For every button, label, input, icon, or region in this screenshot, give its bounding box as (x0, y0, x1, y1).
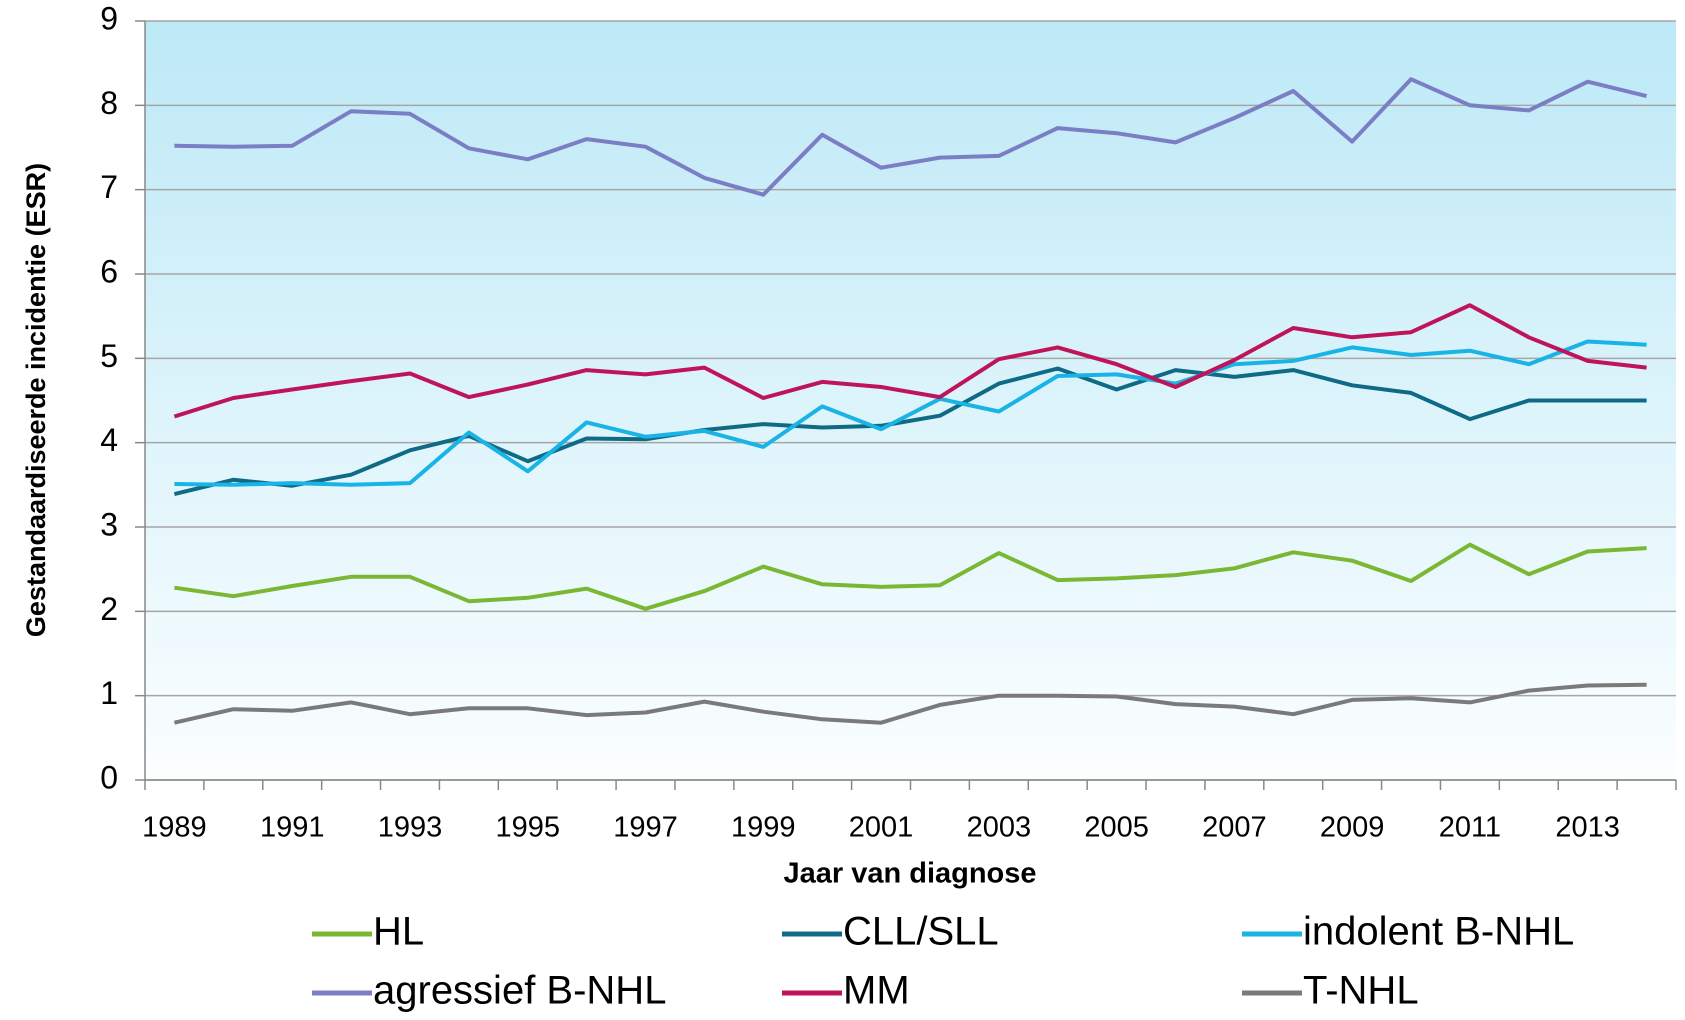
x-axis-title: Jaar van diagnose (783, 858, 1036, 890)
legend-label: CLL/SLL (843, 910, 999, 954)
y-tick-label: 3 (100, 506, 118, 542)
y-tick-label: 8 (100, 85, 118, 121)
x-tick-label: 2003 (967, 812, 1032, 844)
legend-label: HL (373, 910, 424, 954)
legend-label: indolent B-NHL (1303, 910, 1574, 954)
x-tick-label: 1991 (260, 812, 325, 844)
y-tick-label: 7 (100, 169, 118, 205)
series-line (173, 303, 1647, 419)
series-line (173, 682, 1647, 725)
x-tick-label: 1995 (495, 812, 560, 844)
x-tick-label: 1993 (378, 812, 443, 844)
x-tick-label: 2011 (1439, 812, 1501, 844)
y-tick-label: 9 (100, 0, 118, 36)
y-tick-label: 1 (100, 675, 118, 711)
x-tick-label: 2005 (1084, 812, 1149, 844)
series-line (174, 542, 1647, 611)
series-line (174, 77, 1648, 197)
y-tick-label: 2 (100, 591, 118, 627)
y-tick-label: 6 (100, 253, 118, 289)
y-tick-label: 4 (100, 422, 118, 458)
legend-label: agressief B-NHL (373, 969, 666, 1013)
legend-label: MM (843, 969, 910, 1013)
plot-area (145, 21, 1676, 780)
x-tick-label: 1999 (731, 812, 796, 844)
x-tick-label: 2001 (849, 812, 914, 844)
series-line (174, 339, 1647, 487)
x-tick-label: 2013 (1555, 812, 1620, 844)
x-tick-label: 1997 (613, 812, 678, 844)
legend-label: T-NHL (1303, 969, 1419, 1013)
series-line (173, 366, 1647, 497)
y-tick-label: 0 (100, 759, 118, 795)
x-tick-label: 2007 (1202, 812, 1267, 844)
x-tick-label: 2009 (1320, 812, 1385, 844)
y-axis-title: Gestandaardiseerde incidentie (ESR) (21, 163, 51, 637)
x-tick-label: 1989 (142, 812, 207, 844)
y-tick-label: 5 (100, 338, 118, 374)
